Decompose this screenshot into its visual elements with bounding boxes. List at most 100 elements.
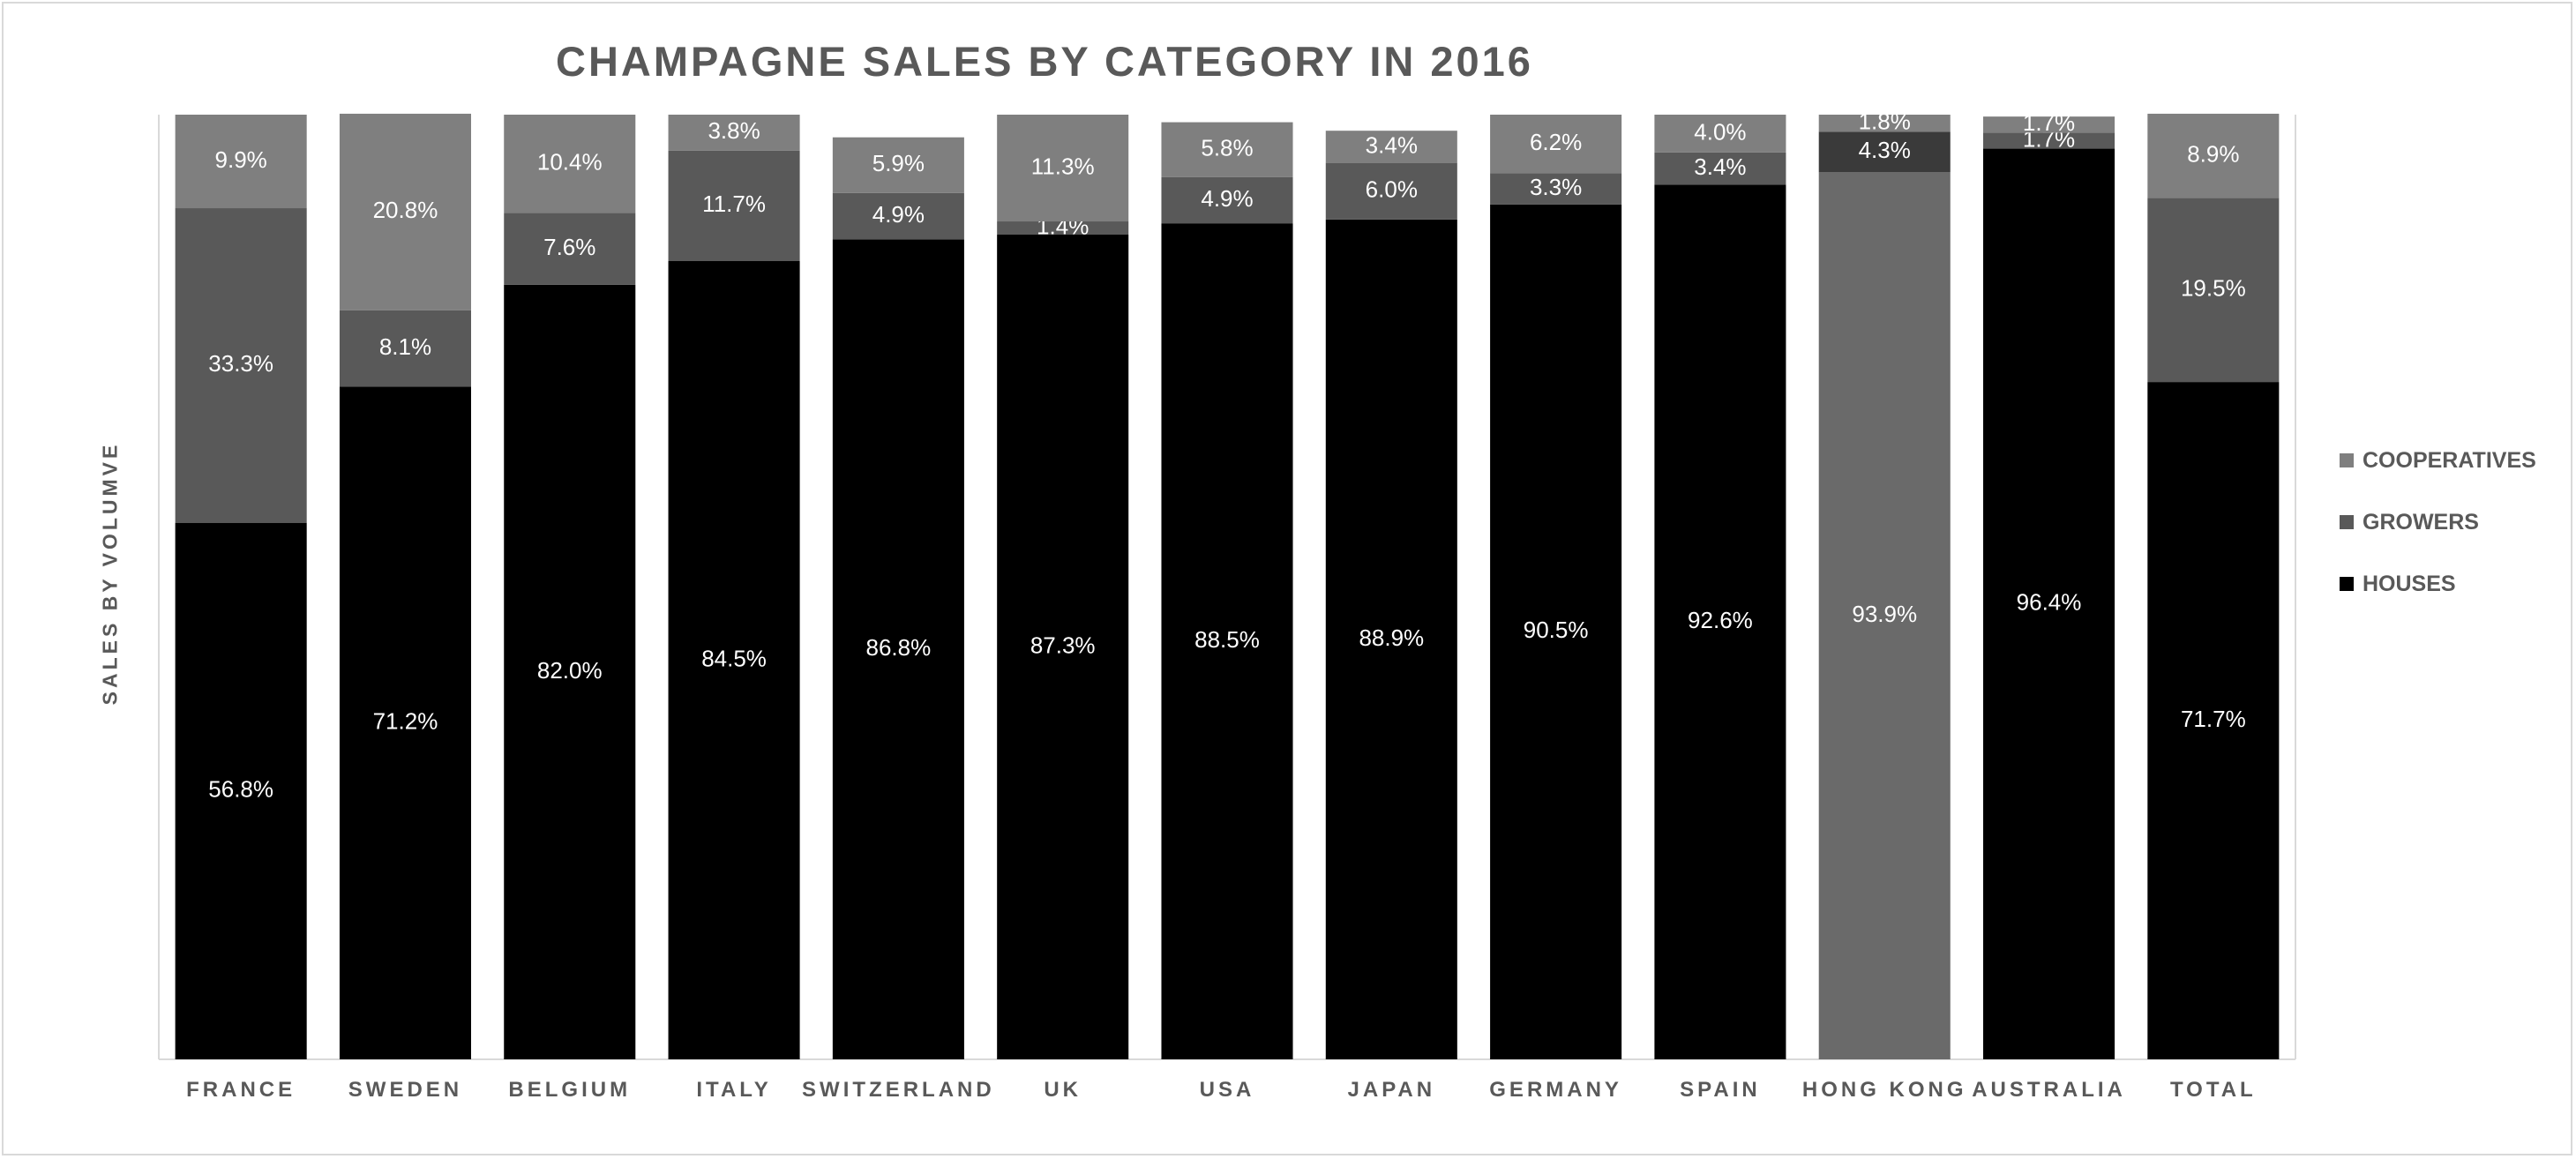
- legend-item-cooperatives: COOPERATIVES: [2340, 445, 2536, 475]
- data-label-houses-switzerland: 86.8%: [866, 634, 932, 661]
- x-tick-label-france: FRANCE: [186, 1078, 296, 1102]
- data-label-houses-usa: 88.5%: [1194, 626, 1260, 653]
- bar-growers-germany: [1490, 173, 1622, 205]
- legend-swatch-houses: [2340, 577, 2354, 591]
- legend-item-houses: HOUSES: [2340, 569, 2536, 599]
- bar-growers-japan: [1325, 162, 1457, 220]
- x-tick-label-total: TOTAL: [2170, 1078, 2257, 1102]
- data-label-cooperatives-spain: 4.0%: [1694, 118, 1746, 145]
- bar-growers-belgium: [504, 213, 636, 285]
- bar-cooperatives-spain: [1654, 115, 1786, 153]
- data-label-growers-sweden: 8.1%: [379, 333, 431, 360]
- x-tick-label-switzerland: SWITZERLAND: [802, 1078, 995, 1102]
- data-label-growers-usa: 4.9%: [1201, 185, 1253, 212]
- bar-cooperatives-australia: [1983, 116, 2115, 133]
- x-tick-label-usa: USA: [1200, 1078, 1255, 1102]
- data-label-growers-total: 19.5%: [2181, 275, 2246, 302]
- legend-swatch-growers: [2340, 515, 2354, 529]
- data-label-houses-hong-kong: 93.9%: [1852, 601, 1917, 627]
- bar-houses-japan: [1325, 219, 1457, 1060]
- bar-cooperatives-germany: [1490, 115, 1622, 174]
- x-tick-label-sweden: SWEDEN: [348, 1078, 462, 1102]
- data-label-growers-switzerland: 4.9%: [872, 201, 925, 228]
- bar-growers-total: [2147, 198, 2280, 383]
- data-label-growers-spain: 3.4%: [1694, 153, 1746, 180]
- data-label-cooperatives-australia: 1.7%: [2023, 109, 2075, 136]
- bar-growers-italy: [668, 150, 800, 262]
- bar-cooperatives-usa: [1161, 122, 1293, 177]
- bar-houses-australia: [1983, 148, 2115, 1059]
- data-label-houses-belgium: 82.0%: [537, 657, 603, 684]
- legend-item-growers: GROWERS: [2340, 507, 2536, 537]
- legend-swatch-cooperatives: [2340, 453, 2354, 467]
- bar-cooperatives-italy: [668, 115, 800, 151]
- data-label-cooperatives-total: 8.9%: [2187, 140, 2239, 167]
- data-label-cooperatives-france: 9.9%: [215, 146, 267, 173]
- legend-label-houses: HOUSES: [2363, 571, 2456, 596]
- bar-houses-switzerland: [832, 239, 964, 1059]
- data-label-growers-hong-kong: 4.3%: [1859, 137, 1911, 163]
- data-label-cooperatives-hong-kong: 1.8%: [1859, 108, 1911, 135]
- bar-houses-uk: [997, 235, 1129, 1060]
- bar-houses-total: [2147, 382, 2280, 1059]
- bar-cooperatives-france: [175, 115, 307, 209]
- bar-cooperatives-uk: [997, 115, 1129, 222]
- bar-houses-germany: [1490, 204, 1622, 1059]
- bar-houses-usa: [1161, 223, 1293, 1060]
- bar-growers-usa: [1161, 176, 1293, 224]
- x-tick-label-australia: AUSTRALIA: [1972, 1078, 2126, 1102]
- bar-houses-belgium: [504, 284, 636, 1059]
- x-tick-label-spain: SPAIN: [1680, 1078, 1761, 1102]
- chart-title: CHAMPAGNE SALES BY CATEGORY IN 2016: [556, 38, 1533, 85]
- bar-cooperatives-sweden: [339, 113, 471, 310]
- chart-legend: COOPERATIVES GROWERS HOUSES: [2340, 445, 2536, 631]
- bar-growers-australia: [1983, 132, 2115, 149]
- data-label-cooperatives-japan: 3.4%: [1366, 131, 1418, 158]
- data-label-houses-italy: 84.5%: [701, 645, 767, 671]
- x-tick-label-japan: JAPAN: [1348, 1078, 1436, 1102]
- bar-growers-sweden: [339, 310, 471, 387]
- data-label-houses-total: 71.7%: [2181, 706, 2246, 732]
- bar-cooperatives-hong-kong: [1818, 115, 1951, 132]
- data-label-cooperatives-belgium: 10.4%: [537, 149, 603, 176]
- bar-houses-italy: [668, 261, 800, 1059]
- bar-cooperatives-belgium: [504, 115, 636, 213]
- bar-growers-switzerland: [832, 192, 964, 240]
- x-tick-label-hong-kong: HONG KONG: [1802, 1078, 1967, 1102]
- bar-cooperatives-total: [2147, 113, 2280, 198]
- bar-growers-france: [175, 208, 307, 523]
- data-label-cooperatives-usa: 5.8%: [1201, 135, 1253, 161]
- data-label-cooperatives-germany: 6.2%: [1530, 129, 1582, 155]
- data-label-cooperatives-sweden: 20.8%: [373, 197, 438, 223]
- x-tick-label-uk: UK: [1044, 1078, 1082, 1102]
- bar-houses-spain: [1654, 184, 1786, 1059]
- data-label-houses-japan: 88.9%: [1359, 624, 1424, 651]
- bar-growers-hong-kong: [1818, 131, 1951, 173]
- legend-label-growers: GROWERS: [2363, 509, 2479, 535]
- data-label-cooperatives-uk: 11.3%: [1031, 153, 1095, 179]
- data-label-houses-uk: 87.3%: [1030, 632, 1096, 658]
- bar-growers-uk: [997, 221, 1129, 236]
- data-label-houses-sweden: 71.2%: [373, 708, 438, 735]
- data-label-growers-japan: 6.0%: [1366, 176, 1418, 203]
- legend-label-cooperatives: COOPERATIVES: [2363, 447, 2536, 473]
- data-label-cooperatives-italy: 3.8%: [708, 117, 760, 144]
- bar-cooperatives-japan: [1325, 131, 1457, 163]
- x-tick-label-germany: GERMANY: [1489, 1078, 1622, 1102]
- bar-houses-france: [175, 522, 307, 1059]
- data-label-houses-spain: 92.6%: [1688, 607, 1753, 633]
- data-label-growers-france: 33.3%: [208, 350, 273, 377]
- x-tick-label-belgium: BELGIUM: [508, 1078, 631, 1102]
- bar-growers-spain: [1654, 152, 1786, 185]
- data-label-growers-germany: 3.3%: [1530, 174, 1582, 200]
- data-label-houses-germany: 90.5%: [1524, 617, 1589, 643]
- data-label-cooperatives-switzerland: 5.9%: [872, 150, 925, 176]
- bar-cooperatives-switzerland: [832, 137, 964, 193]
- data-label-growers-belgium: 7.6%: [543, 234, 595, 260]
- data-label-houses-australia: 96.4%: [2017, 589, 2082, 616]
- data-label-houses-france: 56.8%: [208, 776, 273, 803]
- x-tick-label-italy: ITALY: [696, 1078, 771, 1102]
- bar-houses-sweden: [339, 386, 471, 1059]
